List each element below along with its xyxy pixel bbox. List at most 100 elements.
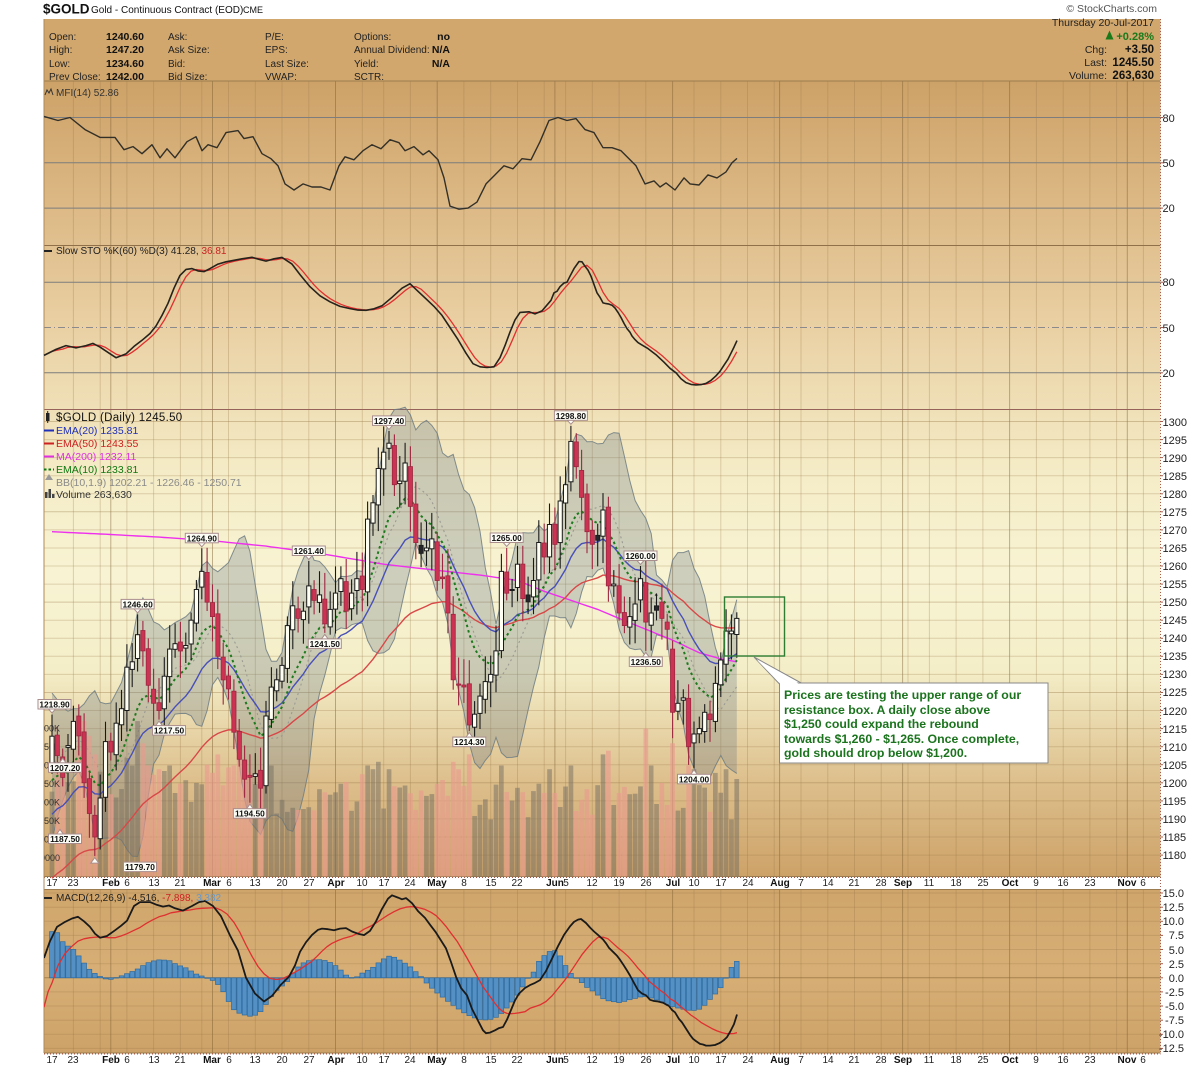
svg-text:CME: CME: [243, 5, 263, 15]
svg-text:Last Size:: Last Size:: [265, 59, 309, 70]
svg-text:Jul: Jul: [666, 1055, 681, 1066]
svg-text:1214.30: 1214.30: [454, 737, 485, 747]
svg-text:28: 28: [875, 878, 887, 889]
svg-text:gold should drop below $1,200.: gold should drop below $1,200.: [784, 746, 967, 760]
svg-text:27: 27: [303, 1055, 315, 1066]
svg-text:28: 28: [875, 1055, 887, 1066]
svg-text:21: 21: [174, 878, 186, 889]
svg-text:Nov: Nov: [1118, 1055, 1137, 1066]
svg-text:12.5: 12.5: [1163, 902, 1184, 914]
svg-text:7: 7: [798, 878, 804, 889]
svg-text:1215: 1215: [1163, 724, 1187, 736]
svg-text:1210: 1210: [1163, 742, 1187, 754]
svg-text:1270: 1270: [1163, 525, 1187, 537]
svg-text:-2.5: -2.5: [1165, 987, 1184, 999]
svg-text:N/A: N/A: [432, 44, 451, 56]
svg-text:8: 8: [461, 1055, 467, 1066]
svg-text:17: 17: [378, 878, 390, 889]
svg-text:1264.90: 1264.90: [187, 533, 218, 543]
svg-text:1234.60: 1234.60: [106, 58, 144, 70]
svg-text:80: 80: [1163, 113, 1175, 125]
svg-text:5: 5: [563, 1055, 569, 1066]
svg-text:1200: 1200: [1163, 778, 1187, 790]
svg-text:1265.00: 1265.00: [492, 533, 523, 543]
svg-text:Sep: Sep: [894, 878, 912, 889]
svg-text:EMA(50) 1243.55: EMA(50) 1243.55: [56, 438, 138, 450]
svg-text:Prev Close:: Prev Close:: [49, 72, 101, 83]
svg-text:1297.40: 1297.40: [374, 416, 405, 426]
svg-text:1295: 1295: [1163, 435, 1187, 447]
svg-text:1235: 1235: [1163, 651, 1187, 663]
svg-text:1280: 1280: [1163, 489, 1187, 501]
svg-text:10: 10: [356, 878, 368, 889]
svg-text:Thursday 20-Jul-2017: Thursday 20-Jul-2017: [1052, 17, 1154, 29]
svg-text:10: 10: [688, 1055, 700, 1066]
svg-text:Jun: Jun: [546, 1055, 564, 1066]
svg-text:24: 24: [742, 1055, 754, 1066]
svg-text:17: 17: [715, 878, 727, 889]
svg-text:21: 21: [848, 878, 860, 889]
svg-text:1236.50: 1236.50: [631, 657, 662, 667]
svg-text:7: 7: [798, 1055, 804, 1066]
svg-text:Feb: Feb: [102, 1055, 120, 1066]
svg-text:21: 21: [848, 1055, 860, 1066]
svg-text:1218.90: 1218.90: [39, 700, 70, 710]
svg-text:1260.00: 1260.00: [625, 551, 656, 561]
svg-text:26: 26: [640, 1055, 652, 1066]
svg-text:1207.20: 1207.20: [50, 763, 81, 773]
svg-text:Volume 263,630: Volume 263,630: [56, 489, 132, 501]
svg-text:12: 12: [586, 1055, 598, 1066]
svg-text:Bid Size:: Bid Size:: [168, 72, 207, 83]
svg-text:8: 8: [461, 878, 467, 889]
svg-text:16: 16: [1057, 878, 1069, 889]
svg-text:1204.00: 1204.00: [679, 774, 710, 784]
svg-text:19: 19: [613, 1055, 625, 1066]
svg-text:11: 11: [924, 878, 935, 889]
svg-text:Ask:: Ask:: [168, 32, 187, 43]
svg-text:1205: 1205: [1163, 760, 1187, 772]
svg-text:High:: High:: [49, 45, 72, 56]
svg-text:150K: 150K: [39, 816, 60, 826]
svg-text:24: 24: [404, 1055, 416, 1066]
svg-text:20: 20: [1163, 368, 1175, 380]
svg-text:10.0: 10.0: [1163, 916, 1184, 928]
svg-text:22: 22: [511, 1055, 523, 1066]
svg-text:25: 25: [977, 1055, 989, 1066]
svg-text:Jun: Jun: [546, 878, 564, 889]
svg-text:Sep: Sep: [894, 1055, 912, 1066]
svg-text:1245: 1245: [1163, 615, 1187, 627]
svg-text:Mar: Mar: [203, 1055, 221, 1066]
svg-text:May: May: [427, 878, 447, 889]
svg-text:11: 11: [924, 1055, 935, 1066]
svg-text:1261.40: 1261.40: [294, 546, 325, 556]
svg-text:14: 14: [822, 878, 834, 889]
svg-text:EMA(20) 1235.81: EMA(20) 1235.81: [56, 425, 138, 437]
svg-text:Chg:: Chg:: [1085, 44, 1107, 56]
svg-text:15: 15: [485, 1055, 497, 1066]
svg-text:towards $1,260 - $1,265. Once: towards $1,260 - $1,265. Once complete,: [784, 732, 1019, 746]
svg-text:SCTR:: SCTR:: [354, 72, 384, 83]
svg-text:1241.50: 1241.50: [310, 639, 341, 649]
svg-text:23: 23: [67, 878, 79, 889]
svg-text:200K: 200K: [39, 798, 60, 808]
svg-text:1245.50: 1245.50: [1112, 57, 1154, 69]
svg-text:May: May: [427, 1055, 447, 1066]
svg-text:1225: 1225: [1163, 687, 1187, 699]
svg-text:19: 19: [613, 878, 625, 889]
svg-text:1180: 1180: [1163, 850, 1187, 862]
svg-text:Feb: Feb: [102, 878, 120, 889]
svg-text:1290: 1290: [1163, 453, 1187, 465]
svg-text:1195: 1195: [1163, 796, 1187, 808]
svg-text:1220: 1220: [1163, 706, 1187, 718]
svg-text:$GOLD (Daily) 1245.50: $GOLD (Daily) 1245.50: [56, 412, 182, 424]
svg-text:20: 20: [276, 1055, 288, 1066]
svg-text:1230: 1230: [1163, 669, 1187, 681]
svg-text:Annual Dividend:: Annual Dividend:: [354, 45, 430, 56]
svg-text:17: 17: [715, 1055, 727, 1066]
svg-text:9: 9: [1033, 1055, 1039, 1066]
svg-text:EPS:: EPS:: [265, 45, 288, 56]
svg-text:Oct: Oct: [1002, 878, 1019, 889]
svg-text:6: 6: [1140, 1055, 1146, 1066]
svg-text:23: 23: [67, 1055, 79, 1066]
svg-text:5.0: 5.0: [1169, 945, 1184, 957]
